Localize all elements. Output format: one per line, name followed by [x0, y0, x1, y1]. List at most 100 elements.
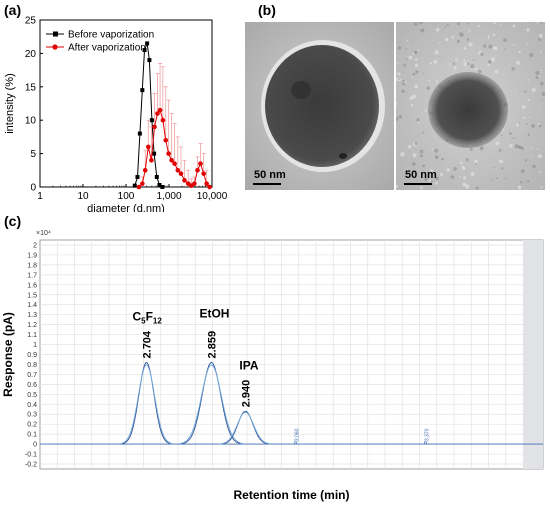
data-point [142, 168, 148, 173]
x-axis-title-a: diameter (d.nm) [87, 203, 165, 212]
data-point [178, 171, 184, 176]
peak-trace [120, 364, 173, 445]
data-point [192, 181, 197, 186]
scale-bar-after [404, 183, 432, 185]
x-tick-label-a: 10 [77, 191, 89, 202]
minor-peak-label: 3.370 [425, 428, 431, 441]
y-tick-label-c: -0.1 [25, 452, 37, 459]
y-tick-label-c: 0.2 [27, 422, 37, 429]
series-after [136, 63, 212, 190]
y-tick-label-c: 0.3 [27, 412, 37, 419]
compound-label-c5f12: C5F12 [132, 309, 162, 325]
y-tick-label-a: 25 [25, 16, 37, 27]
data-point [172, 161, 177, 166]
x-tick-label-a: 100 [118, 191, 135, 202]
data-point [160, 185, 165, 189]
y-tick-label-c: 0.4 [27, 402, 37, 409]
x-tick-label-a: 10,000 [197, 191, 228, 202]
peak-time-label: 2.704 [141, 330, 153, 358]
legend-label: Before vaporization [68, 30, 154, 41]
data-point [175, 168, 181, 173]
data-point [154, 174, 159, 179]
data-point [140, 181, 145, 186]
peak-time-label: 2.940 [240, 380, 252, 408]
x-tick-label-a: 1,000 [156, 191, 181, 202]
data-point [136, 184, 142, 190]
legend-marker [53, 31, 58, 37]
y-axis-title-c: Response (pA) [1, 312, 15, 397]
y-tick-label-a: 0 [30, 183, 36, 194]
data-point [135, 174, 140, 179]
peak-trace [219, 411, 271, 445]
data-point [157, 182, 162, 187]
peak-trace [221, 410, 270, 445]
y-tick-label-c: 0.8 [27, 362, 37, 369]
data-point [152, 124, 157, 130]
y-tick-label-c: 1.9 [27, 252, 37, 259]
series-before [132, 41, 165, 189]
data-point [140, 88, 145, 93]
peak-3 [219, 410, 271, 445]
compound-label-ipa: IPA [239, 358, 258, 372]
data-point [201, 171, 206, 176]
chromatogram-chart: -0.2 -0.1 0 0.1 0.2 0.3 0.4 0.5 0.6 0.7 0.8 0.9 1 1.1… [1, 230, 544, 502]
data-point [149, 157, 154, 163]
tem-before-drawing [245, 22, 394, 190]
panel-label-c: (c) [4, 213, 22, 229]
y-tick-label-c: 0.9 [27, 352, 37, 359]
dls-chart: 0 5 10 15 20 25 1 10 100 1,000 10,000 diameter (d.n… [4, 16, 228, 213]
data-point [160, 117, 166, 123]
tem-after-drawing [396, 22, 545, 190]
minor-peak-marker [424, 441, 428, 445]
y-tick-label-a: 10 [25, 116, 37, 127]
scale-label-before: 50 nm [254, 169, 286, 181]
y-tick-label-c: 1.7 [27, 272, 37, 279]
data-point [137, 131, 142, 136]
panel-label-b: (b) [258, 2, 276, 18]
y-axis-title-a: intensity (%) [4, 73, 16, 134]
y-tick-label-c: 1 [33, 342, 37, 349]
legend-marker [52, 44, 58, 50]
y-tick-label-c: 0.1 [27, 432, 37, 439]
tem-images: 50 nm 50 nm [245, 22, 545, 190]
data-point [155, 111, 160, 116]
data-point [163, 137, 169, 143]
legend-label: After vaporization [68, 43, 146, 54]
y-multiplier: ×10⁴ [36, 230, 51, 237]
y-tick-label-a: 20 [25, 49, 37, 60]
minor-peak-label: 3.060 [295, 428, 301, 441]
y-tick-label-c: 1.2 [27, 322, 37, 329]
y-tick-label-a: 5 [30, 149, 36, 160]
panel-label-a: (a) [4, 2, 22, 18]
data-point [207, 184, 212, 190]
scale-bar-before [253, 183, 281, 185]
y-tick-label-c: 0 [33, 442, 37, 449]
peak-trace [181, 362, 241, 445]
data-point [142, 48, 147, 53]
y-tick-label-c: 0.5 [27, 392, 37, 399]
peak-trace [122, 362, 171, 445]
data-point [152, 151, 157, 156]
data-point [149, 118, 154, 123]
peak-time-label: 2.859 [206, 331, 218, 359]
data-point [157, 107, 163, 113]
data-point [145, 41, 150, 46]
y-tick-label-c: 0.7 [27, 372, 37, 379]
data-point [204, 181, 209, 186]
y-tick-label-c: 1.5 [27, 292, 37, 299]
y-tick-label-c: 1.1 [27, 332, 37, 339]
data-point [169, 157, 174, 163]
data-point [147, 58, 152, 63]
minor-peak-marker [294, 441, 298, 445]
compound-label-etoh: EtOH [199, 306, 229, 320]
data-point [132, 183, 137, 188]
tem-image-after: 50 nm [396, 22, 545, 190]
plot-shaded-region [523, 240, 543, 469]
x-tick-label-a: 1 [37, 191, 43, 202]
y-tick-label-c: 0.6 [27, 382, 37, 389]
data-point [166, 151, 171, 156]
y-tick-label-c: 1.6 [27, 282, 37, 289]
y-tick-label-c: 1.3 [27, 312, 37, 319]
data-point [195, 168, 200, 173]
y-tick-label-c: -0.2 [25, 462, 37, 469]
